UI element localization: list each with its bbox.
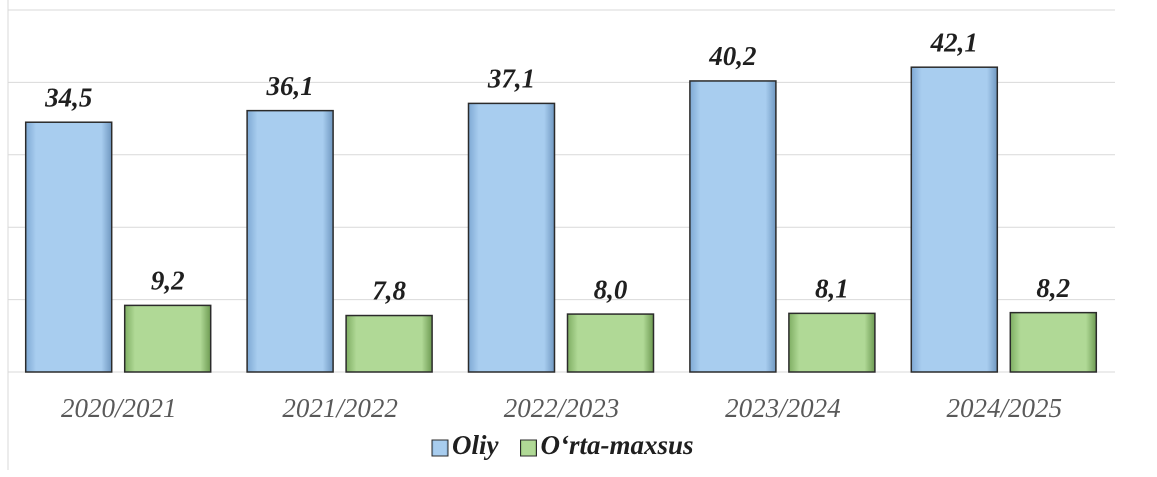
bar <box>345 314 433 373</box>
value-label: 36,1 <box>265 71 313 101</box>
bar <box>467 102 556 373</box>
x-tick-label: 2023/2024 <box>725 393 841 423</box>
value-label: 40,2 <box>708 41 756 71</box>
bar <box>910 66 999 373</box>
value-label: 42,1 <box>930 27 978 57</box>
x-tick-label: 2022/2023 <box>504 393 620 423</box>
legend-label: Oliy <box>452 430 500 460</box>
value-label: 8,2 <box>1036 273 1070 303</box>
bar <box>566 313 655 373</box>
value-label: 34,5 <box>44 82 92 112</box>
legend-swatch <box>431 439 449 457</box>
x-tick-label: 2020/2021 <box>61 393 177 423</box>
bar <box>246 109 334 373</box>
bar <box>788 312 876 373</box>
bar <box>1009 311 1098 373</box>
value-label: 9,2 <box>151 266 185 296</box>
legend-label: O‘rta-maxsus <box>541 430 694 460</box>
value-label: 8,0 <box>594 274 628 304</box>
bar <box>24 121 113 373</box>
value-label: 7,8 <box>372 276 406 306</box>
bar <box>689 80 777 373</box>
x-tick-label: 2024/2025 <box>947 393 1063 423</box>
value-label: 37,1 <box>487 64 535 94</box>
bar <box>123 304 212 373</box>
x-tick-label: 2021/2022 <box>282 393 398 423</box>
value-label: 8,1 <box>815 274 849 304</box>
legend-swatch <box>520 439 537 457</box>
